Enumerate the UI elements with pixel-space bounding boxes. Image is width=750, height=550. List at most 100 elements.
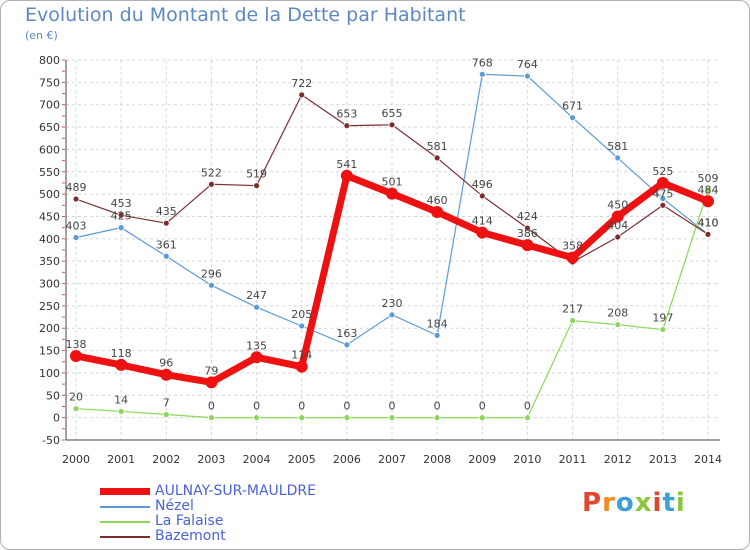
data-label: 197 (652, 312, 673, 325)
data-point (702, 195, 714, 208)
data-point (253, 303, 260, 311)
x-tick-label: 2012 (604, 453, 632, 466)
data-point (343, 122, 351, 130)
y-tick-label: 200 (39, 322, 60, 335)
data-point (340, 169, 353, 182)
data-label: 501 (382, 176, 403, 189)
x-tick-label: 2000 (62, 453, 90, 466)
data-point (433, 154, 441, 162)
data-label: 425 (111, 210, 132, 223)
data-label: 0 (434, 400, 441, 413)
logo-letter: i (675, 488, 686, 518)
x-tick-label: 2006 (333, 453, 361, 466)
data-label: 768 (472, 56, 493, 69)
data-label: 581 (427, 140, 448, 153)
y-tick-label: 250 (39, 300, 60, 313)
data-point (478, 70, 486, 78)
x-axis: 2000 2001 2002 2003 2004 2005 2006 2007 2008 2009… (62, 439, 722, 466)
legend-swatch (100, 506, 150, 508)
data-point (208, 414, 215, 422)
series-bazemont (72, 91, 712, 266)
data-label: 0 (343, 400, 350, 413)
data-label: 403 (66, 219, 87, 232)
data-point (478, 192, 486, 200)
series-layer (70, 70, 714, 422)
data-point (298, 322, 306, 330)
data-label: 0 (208, 400, 215, 413)
data-point (295, 360, 308, 373)
data-point (72, 234, 80, 241)
data-point (433, 414, 441, 422)
logo-letter: P (582, 488, 603, 518)
data-point (569, 317, 576, 325)
data-point (614, 233, 622, 241)
y-tick-label: 150 (39, 345, 60, 358)
proxiti-logo: Proxiti (582, 488, 686, 518)
data-point (704, 186, 712, 194)
x-tick-label: 2007 (378, 453, 406, 466)
y-tick-label: 100 (39, 367, 60, 380)
logo-letter: o (615, 488, 635, 518)
data-point (431, 206, 444, 218)
data-label: 0 (524, 400, 531, 413)
data-point (162, 252, 170, 260)
data-label: 519 (246, 168, 267, 181)
data-label: 208 (607, 307, 628, 320)
data-point (205, 376, 218, 389)
data-point (659, 326, 667, 333)
data-point (208, 180, 215, 188)
data-label: 0 (479, 400, 486, 413)
data-label: 655 (382, 107, 403, 120)
data-label: 230 (382, 297, 403, 310)
data-label: 296 (201, 267, 222, 280)
data-point (478, 414, 486, 422)
data-label: 358 (562, 240, 583, 253)
data-label-layer: 403 425 361 296 247 205 163 230 184 768 764 671 581 4… (66, 56, 719, 412)
y-tick-label: 350 (39, 255, 60, 268)
data-point (162, 411, 170, 418)
data-label: 79 (204, 364, 218, 377)
x-tick-label: 2005 (288, 453, 316, 466)
data-label: 764 (517, 58, 538, 71)
data-point (524, 414, 531, 422)
data-point (611, 210, 624, 223)
y-tick-label: 650 (39, 121, 60, 134)
y-tick-label: -50 (42, 434, 60, 447)
data-point (521, 239, 534, 252)
data-point (704, 230, 712, 238)
x-tick-label: 2009 (468, 453, 496, 466)
data-point (433, 331, 441, 339)
data-label: 496 (472, 178, 493, 191)
data-point (117, 224, 125, 232)
y-tick-label: 550 (39, 166, 60, 179)
x-tick-label: 2001 (107, 453, 135, 466)
data-label: 414 (472, 215, 493, 228)
data-point (160, 368, 173, 381)
data-point (72, 195, 80, 203)
data-point (659, 201, 667, 209)
x-tick-label: 2011 (559, 453, 587, 466)
y-tick-label: 500 (39, 188, 60, 201)
data-point (250, 351, 263, 364)
data-label: 484 (698, 183, 719, 196)
data-point (208, 281, 215, 289)
x-tick-label: 2004 (243, 453, 271, 466)
y-tick-label: 450 (39, 210, 60, 223)
logo-letter: x (634, 488, 653, 518)
legend-label: La Falaise (155, 513, 224, 529)
data-label: 20 (69, 391, 83, 404)
data-label: 410 (698, 216, 719, 229)
data-label: 410 (698, 216, 719, 229)
series-la-falaise (72, 186, 712, 422)
data-label: 435 (156, 205, 177, 218)
legend-label: AULNAY-SUR-MAULDRE (155, 483, 316, 499)
y-tick-label: 50 (46, 389, 60, 402)
data-label: 135 (246, 339, 267, 352)
data-point (524, 72, 531, 80)
data-point (524, 224, 531, 232)
data-label: 0 (253, 400, 260, 413)
x-tick-label: 2010 (513, 453, 541, 466)
data-label: 722 (291, 77, 312, 90)
legend-label: Bazemont (155, 528, 226, 544)
y-tick-label: 600 (39, 143, 60, 156)
